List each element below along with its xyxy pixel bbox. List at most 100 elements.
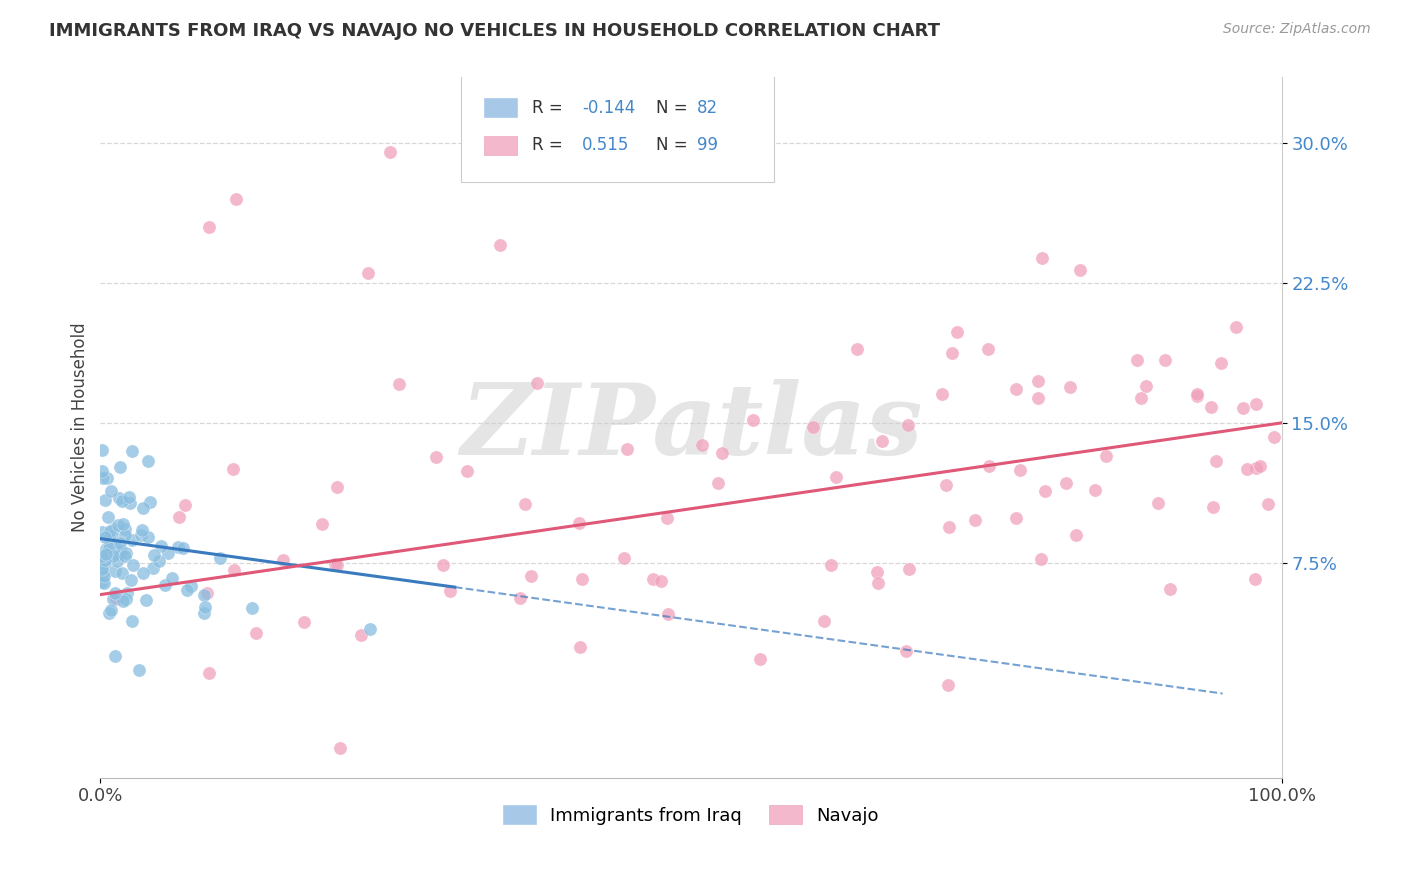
Point xyxy=(138,494,160,508)
Point xyxy=(567,516,589,530)
Point xyxy=(98,541,121,555)
Point xyxy=(101,591,124,606)
Point xyxy=(197,219,219,234)
Point xyxy=(136,530,159,544)
Point xyxy=(1126,353,1149,368)
Point xyxy=(1199,401,1222,415)
Point xyxy=(641,572,664,586)
Point xyxy=(222,564,245,578)
Point xyxy=(128,663,150,677)
Point xyxy=(103,549,125,563)
Point xyxy=(1129,391,1152,405)
Point xyxy=(1232,401,1254,415)
Point xyxy=(111,566,134,580)
Point xyxy=(1225,320,1247,334)
Point xyxy=(90,549,112,564)
Point xyxy=(1008,463,1031,477)
Point xyxy=(801,420,824,434)
Text: R =: R = xyxy=(531,98,568,117)
Point xyxy=(1026,375,1049,389)
Point xyxy=(150,539,173,553)
Point xyxy=(94,557,117,571)
Point xyxy=(131,523,153,537)
Point xyxy=(1033,483,1056,498)
Point xyxy=(157,545,180,559)
Point xyxy=(103,523,125,537)
Point xyxy=(866,565,889,579)
Point xyxy=(936,678,959,692)
Point xyxy=(845,342,868,356)
Text: 99: 99 xyxy=(697,136,718,154)
Text: -0.144: -0.144 xyxy=(582,98,636,117)
Point xyxy=(197,665,219,680)
Point xyxy=(96,470,118,484)
Point xyxy=(1029,552,1052,566)
Point xyxy=(90,464,112,478)
Point xyxy=(977,342,1000,356)
Point xyxy=(114,528,136,542)
Point xyxy=(115,585,138,599)
Point xyxy=(425,450,447,465)
Point xyxy=(520,569,543,583)
Point xyxy=(1153,353,1175,368)
Point xyxy=(108,460,131,475)
Point xyxy=(105,554,128,568)
Point xyxy=(132,566,155,580)
Point xyxy=(569,640,592,654)
Point xyxy=(613,551,636,566)
Text: ZIPatlas: ZIPatlas xyxy=(460,379,922,475)
Point xyxy=(350,628,373,642)
Point xyxy=(194,599,217,614)
Point xyxy=(897,562,920,576)
Point xyxy=(108,547,131,561)
Point xyxy=(115,592,138,607)
Text: R =: R = xyxy=(531,136,568,154)
Text: N =: N = xyxy=(655,136,693,154)
Point xyxy=(129,527,152,541)
Point xyxy=(1263,430,1285,444)
Point xyxy=(91,574,114,589)
Point xyxy=(108,491,131,505)
FancyBboxPatch shape xyxy=(461,74,773,183)
Point xyxy=(1185,387,1208,401)
Point xyxy=(107,517,129,532)
Point xyxy=(114,522,136,536)
Point xyxy=(118,490,141,504)
Point xyxy=(172,541,194,556)
Point xyxy=(1201,500,1223,514)
Point xyxy=(706,476,728,491)
Point xyxy=(326,480,349,494)
Point xyxy=(378,145,401,160)
Point xyxy=(513,497,536,511)
Point xyxy=(329,740,352,755)
Point xyxy=(112,517,135,532)
Point xyxy=(91,470,114,484)
Point xyxy=(1209,356,1232,370)
Point xyxy=(108,536,131,550)
Point xyxy=(931,387,953,401)
Point xyxy=(101,528,124,542)
Point xyxy=(866,575,889,590)
Point xyxy=(110,544,132,558)
Point xyxy=(571,572,593,586)
Point xyxy=(965,513,987,527)
Point xyxy=(616,442,638,456)
Point xyxy=(209,550,232,565)
Text: 0.515: 0.515 xyxy=(582,136,630,154)
Point xyxy=(526,376,548,391)
Point xyxy=(650,574,672,589)
Point xyxy=(98,524,121,538)
Point xyxy=(1185,389,1208,403)
Point xyxy=(977,458,1000,473)
Point xyxy=(1249,459,1271,474)
Point xyxy=(240,601,263,615)
Point xyxy=(142,561,165,575)
Point xyxy=(1205,454,1227,468)
Point xyxy=(1026,391,1049,405)
Point xyxy=(91,525,114,540)
Point xyxy=(97,509,120,524)
Point xyxy=(97,606,120,620)
Point xyxy=(388,377,411,392)
Point xyxy=(135,593,157,607)
Point xyxy=(1246,397,1268,411)
